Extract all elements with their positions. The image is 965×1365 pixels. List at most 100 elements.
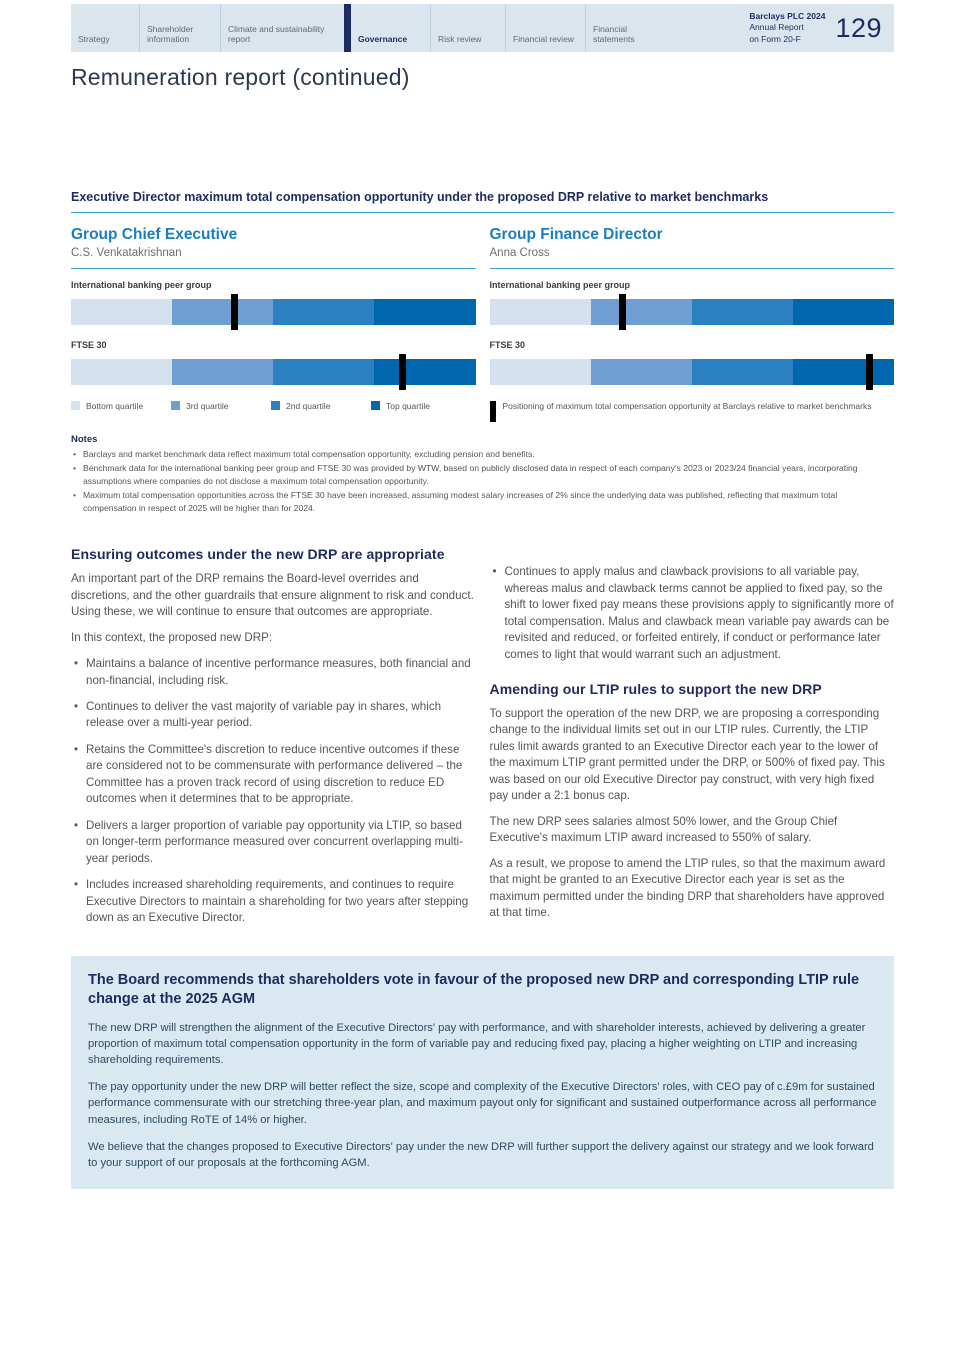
legend-item-2nd-quartile: 2nd quartile [271, 401, 371, 422]
bar-label-ftse30: FTSE 30 [489, 340, 526, 350]
note-item: Benchmark data for the international ban… [71, 462, 889, 487]
panel-divider [71, 268, 476, 269]
panel-group-chief-executive: Group Chief Executive C.S. Venkatakrishn… [71, 213, 476, 390]
quartile-segment-2 [590, 299, 692, 325]
legend-marker-label: Positioning of maximum total compensatio… [502, 401, 872, 411]
heading-ensuring-outcomes: Ensuring outcomes under the new DRP are … [71, 546, 445, 563]
paragraph: The new DRP will strengthen the alignmen… [88, 1021, 866, 1066]
tab-risk-review[interactable]: Risk review [430, 4, 505, 52]
barclays-position-marker [231, 294, 239, 330]
paragraph: The pay opportunity under the new DRP wi… [88, 1081, 877, 1126]
brand-subtitle-1: Annual Report [749, 22, 804, 33]
bar-label-ftse30: FTSE 30 [71, 340, 107, 350]
quartile-segment-4 [792, 359, 894, 385]
paragraph: The new DRP sees salaries almost 50% low… [489, 814, 838, 845]
bottom-quartile-swatch-icon [71, 401, 80, 410]
band-spacer [667, 4, 749, 52]
tab-label: Risk review [438, 34, 482, 45]
panel-person-name: Anna Cross [489, 247, 550, 259]
notes-title: Notes [71, 434, 98, 445]
drp-features-list: Maintains a balance of incentive perform… [71, 656, 476, 926]
section-divider [71, 212, 894, 213]
position-marker-icon [489, 401, 496, 422]
tab-label: Shareholder information [147, 23, 194, 45]
page-number: 129 [835, 12, 882, 43]
chart-section-title: Executive Director maximum total compens… [71, 190, 769, 204]
quartile-bar-gfd-ftse30 [489, 354, 894, 390]
brand-subtitle-2: on Form 20-F [749, 33, 801, 44]
paragraph: To support the operation of the new DRP,… [489, 706, 885, 803]
paragraph: An important part of the DRP remains the… [71, 572, 474, 619]
paragraph: As a result, we propose to amend the LTI… [489, 856, 886, 919]
quartile-segment-1 [71, 359, 173, 385]
panel-role-title: Group Chief Executive [71, 226, 238, 243]
drp-features-list-continued: Continues to apply malus and clawback pr… [490, 564, 895, 663]
quartile-segment-2 [172, 299, 274, 325]
quartile-segment-3 [691, 299, 793, 325]
tab-shareholder-information[interactable]: Shareholder information [139, 4, 220, 52]
notes-list: Barclays and market benchmark data refle… [71, 448, 894, 514]
quartile-segment-4 [374, 359, 476, 385]
tab-financial-review[interactable]: Financial review [505, 4, 585, 52]
panel-person-name: C.S. Venkatakrishnan [71, 247, 182, 259]
legend-item-bottom-quartile: Bottom quartile [71, 401, 171, 422]
paragraph: In this context, the proposed new DRP: [71, 630, 273, 644]
bar-label-intl-banking: International banking peer group [71, 280, 212, 290]
chart-notes: Notes Barclays and market benchmark data… [71, 434, 894, 514]
list-item: Delivers a larger proportion of variable… [71, 818, 476, 867]
legend-item-3rd-quartile: 3rd quartile [171, 401, 271, 422]
tab-climate-sustainability[interactable]: Climate and sustainability report [220, 4, 344, 52]
quartile-segment-1 [489, 359, 591, 385]
legend-item-position-marker: Positioning of maximum total compensatio… [489, 401, 895, 422]
list-item: Retains the Committee's discretion to re… [71, 742, 476, 808]
third-quartile-swatch-icon [171, 401, 180, 410]
note-item: Barclays and market benchmark data refle… [71, 448, 889, 461]
tab-governance[interactable]: Governance [344, 4, 430, 52]
list-item: Includes increased shareholding requirem… [71, 877, 476, 926]
tab-label: Financial review [513, 34, 574, 45]
barclays-position-marker [399, 354, 407, 390]
report-brand-block: Barclays PLC 2024 Annual Report on Form … [749, 4, 894, 52]
quartile-segment-1 [71, 299, 173, 325]
quartile-bar-gfd-intl [489, 294, 894, 330]
tab-financial-statements[interactable]: Financial statements [585, 4, 667, 52]
page-title: Remuneration report (continued) [71, 64, 410, 90]
tab-label: Financial statements [593, 23, 635, 45]
barclays-position-marker [866, 354, 874, 390]
panel-role-title: Group Finance Director [489, 226, 663, 243]
top-nav-band: Strategy Shareholder information Climate… [71, 4, 894, 52]
body-columns: Ensuring outcomes under the new DRP are … [71, 546, 894, 926]
quartile-segment-3 [273, 359, 375, 385]
chart-legend: Bottom quartile 3rd quartile 2nd quartil… [71, 401, 894, 422]
paragraph: We believe that the changes proposed to … [88, 1140, 874, 1170]
tab-label: Strategy [78, 34, 110, 45]
list-item: Continues to deliver the vast majority o… [71, 699, 476, 732]
legend-label: 2nd quartile [286, 401, 331, 411]
quartile-bar-gce-intl [71, 294, 476, 330]
quartile-segment-3 [273, 299, 375, 325]
list-item: Continues to apply malus and clawback pr… [490, 564, 895, 663]
note-item: Maximum total compensation opportunities… [71, 489, 889, 514]
quartile-segment-4 [374, 299, 476, 325]
body-right-column: Continues to apply malus and clawback pr… [490, 546, 895, 926]
list-item: Maintains a balance of incentive perform… [71, 656, 476, 689]
heading-amending-ltip: Amending our LTIP rules to support the n… [489, 680, 822, 697]
panel-group-finance-director: Group Finance Director Anna Cross Intern… [489, 213, 894, 390]
tab-strategy[interactable]: Strategy [71, 4, 139, 52]
report-brand-lines: Barclays PLC 2024 Annual Report on Form … [749, 11, 825, 44]
board-recommendation-box: The Board recommends that shareholders v… [71, 956, 894, 1190]
quartile-segment-4 [792, 299, 894, 325]
tab-label: Climate and sustainability report [228, 23, 325, 45]
recommendation-heading: The Board recommends that shareholders v… [88, 972, 860, 1007]
legend-item-top-quartile: Top quartile [371, 401, 430, 422]
quartile-segment-2 [590, 359, 692, 385]
legend-label: Bottom quartile [86, 401, 144, 411]
quartile-segment-2 [172, 359, 274, 385]
quartile-bar-gce-ftse30 [71, 354, 476, 390]
quartile-segment-3 [691, 359, 793, 385]
body-left-column: Ensuring outcomes under the new DRP are … [71, 546, 476, 926]
barclays-position-marker [619, 294, 627, 330]
top-quartile-swatch-icon [371, 401, 380, 410]
legend-label: Top quartile [386, 401, 430, 411]
